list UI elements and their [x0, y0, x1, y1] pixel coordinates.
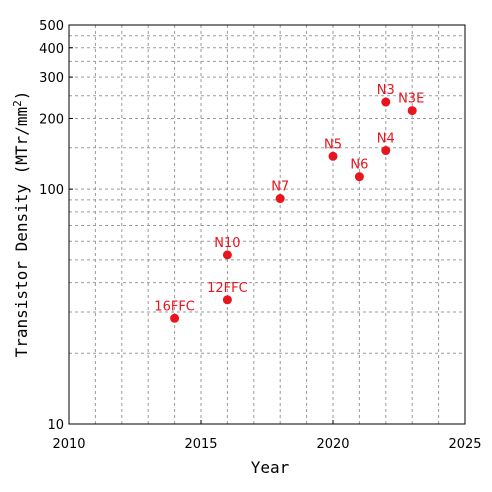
axis-ticks: 2010 2015 2020 2025 10 100 200 300 400 500 [39, 19, 481, 452]
data-points: 16FFC 12FFC N10 N7 N5 N6 N3 N4 N3E [154, 83, 424, 323]
y-tick-label: 500 [39, 19, 64, 34]
data-point-n6 [354, 172, 364, 182]
x-tick-label: 2010 [52, 437, 85, 452]
y-axis-label-main: Transistor Density (MTr/mm [12, 107, 31, 357]
data-point-16ffc [170, 313, 180, 323]
data-point-n7 [275, 194, 285, 204]
data-point-n3e [407, 106, 417, 116]
plot-frame [68, 24, 466, 425]
y-axis-label-superscript: 2 [11, 100, 24, 107]
x-tick-label: 2020 [316, 437, 349, 452]
y-axis-label: Transistor Density (MTr/mm2) [11, 91, 31, 358]
y-tick-label: 100 [39, 183, 64, 198]
data-point-n3 [381, 97, 391, 107]
x-tick-label: 2025 [448, 437, 481, 452]
data-label-n7: N7 [271, 180, 289, 195]
y-tick-label: 400 [39, 42, 64, 57]
grid-lines [69, 25, 465, 424]
data-point-12ffc [222, 295, 232, 305]
y-tick-label: 10 [47, 418, 64, 433]
y-axis-label-close: ) [12, 91, 31, 101]
data-label-16ffc: 16FFC [154, 299, 195, 314]
data-label-n10: N10 [214, 236, 240, 251]
data-label-n4: N4 [377, 132, 395, 147]
x-tick-label: 2015 [184, 437, 217, 452]
data-label-n5: N5 [324, 137, 342, 152]
data-point-n4 [381, 146, 391, 156]
data-label-n6: N6 [350, 158, 368, 173]
y-tick-label: 300 [39, 71, 64, 86]
data-point-n10 [222, 250, 232, 260]
x-axis-label: Year [251, 458, 290, 477]
data-label-n3e: N3E [398, 92, 424, 107]
data-point-n5 [328, 151, 338, 161]
data-label-12ffc: 12FFC [207, 281, 248, 296]
data-label-n3: N3 [377, 83, 395, 98]
y-tick-label: 200 [39, 112, 64, 127]
